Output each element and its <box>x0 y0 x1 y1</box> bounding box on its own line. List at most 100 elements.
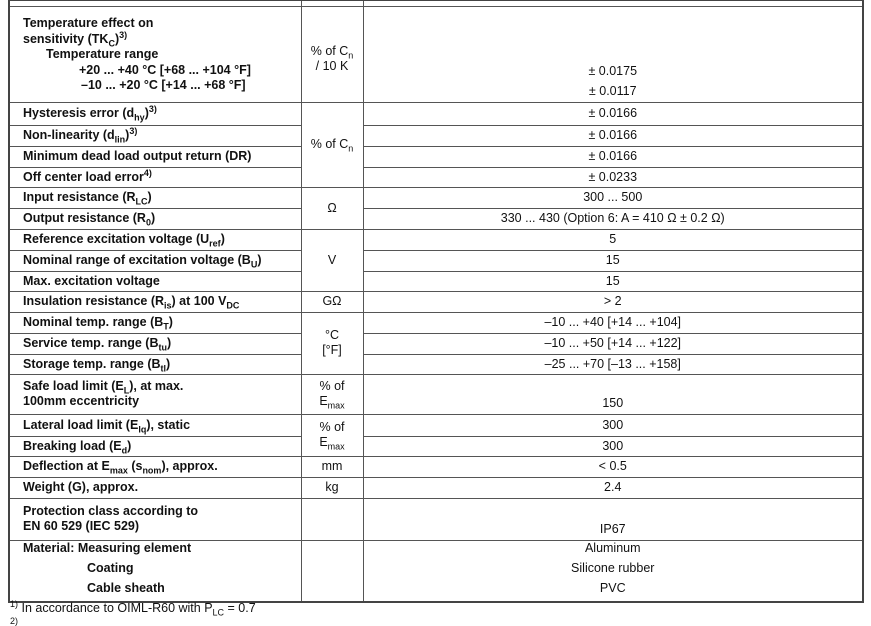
text-segment: Lateral load limit (E <box>23 417 139 432</box>
table-row: Off center load error4) ± 0.0233 <box>8 166 864 188</box>
subscript: 0 <box>145 217 151 228</box>
parameter-label: Service temp. range (Btu) <box>8 332 302 355</box>
subscript: U <box>250 259 258 270</box>
unit-cell: % of Emax <box>300 373 364 415</box>
footnote: 1) In accordance to OIML-R60 with PLC = … <box>10 599 256 618</box>
unit-cell: °C [°F] <box>300 311 364 375</box>
parameter-label: Nominal range of excitation voltage (BU) <box>8 249 302 272</box>
text-segment: E <box>319 394 328 408</box>
tk-line: Temperature effect on <box>23 16 301 32</box>
material-value: PVC <box>599 580 626 595</box>
table-row: Material: Measuring element Coating Cable … <box>8 539 864 602</box>
text-segment: Max. excitation voltage <box>23 273 160 288</box>
unit-cell: % of Cn <box>300 101 364 188</box>
text-segment: Service temp. range (B <box>23 336 159 350</box>
text-segment: 100mm eccentricity <box>23 394 140 408</box>
subscript: L <box>123 385 130 396</box>
text-segment: Temperature range <box>46 47 159 62</box>
tk-line: Temperature range <box>23 47 301 63</box>
unit-cell <box>300 497 364 541</box>
value-cell: < 0.5 <box>362 455 864 478</box>
subscript: max <box>327 441 345 452</box>
subscript: ref <box>209 238 221 249</box>
text-segment: ) <box>150 211 156 225</box>
value-cell: 300 <box>362 435 864 457</box>
text-segment: E <box>319 435 328 449</box>
text-segment: Weight (G), approx. <box>23 480 139 494</box>
parameter-label: Breaking load (Ed) <box>8 435 302 457</box>
superscript: 4) <box>143 167 152 178</box>
table-row: Breaking load (Ed) 300 <box>8 435 864 457</box>
text-segment: kg <box>325 480 339 494</box>
table-row: Nominal range of excitation voltage (BU)… <box>8 249 864 272</box>
value-cell: 15 <box>362 270 864 292</box>
subscript: lq <box>138 424 147 434</box>
parameter-label: Temperature effect on sensitivity (TKC)3)… <box>8 5 302 103</box>
parameter-label: Non-linearity (dlin)3) <box>8 124 302 147</box>
unit-cell: % of Cn/ 10 K <box>300 5 364 103</box>
tk-line: –10 ... +20 °C [+14 ... +68 °F] <box>23 78 301 94</box>
parameter-label: Minimum dead load output return (DR) <box>8 145 302 168</box>
subscript: is <box>164 300 172 311</box>
subscript: d <box>121 445 128 455</box>
text-segment: EN 60 529 (IEC 529) <box>23 519 140 533</box>
subscript: C <box>108 38 115 49</box>
text-segment: = 0.7 <box>224 601 256 615</box>
value-cell: 2.4 <box>362 476 864 499</box>
value-cell: 300 ... 500 <box>362 186 864 209</box>
text-segment: ) <box>114 31 120 46</box>
table-row: Input resistance (RLC) Ω 300 ... 500 <box>8 186 864 230</box>
parameter-label: Nominal temp. range (BT) <box>8 311 302 334</box>
text-segment: % of <box>319 379 345 393</box>
value-cell: > 2 <box>362 290 864 313</box>
text-segment: Safe load limit (E <box>23 379 124 393</box>
subscript: T <box>163 321 169 332</box>
superscript: 3) <box>119 29 128 40</box>
table-row: Lateral load limit (Elq), static% of Emax… <box>8 413 864 457</box>
value-cell: –10 ... +40 [+14 ... +104] <box>362 311 864 334</box>
value-cell: 15 <box>362 249 864 272</box>
table-row: Reference excitation voltage (Uref) V 5 <box>8 228 864 292</box>
text-segment: % of C <box>310 137 349 151</box>
table-row: Max. excitation voltage 15 <box>8 270 864 292</box>
table-row: Protection class according to EN 60 529 (… <box>8 497 864 541</box>
subscript: tl <box>160 363 167 373</box>
material-item: Coating <box>87 560 134 575</box>
text-segment: ) <box>220 232 225 246</box>
text-segment: Insulation resistance (R <box>23 294 165 308</box>
subscript: max <box>327 400 345 411</box>
parameter-label: Material: Measuring element Coating Cable … <box>8 539 302 602</box>
text-segment: (s <box>127 459 143 473</box>
text-segment: °C <box>324 328 340 342</box>
parameter-label: Reference excitation voltage (Uref) <box>8 228 302 251</box>
subscript: LC <box>212 607 225 618</box>
text-segment: Protection class according to <box>23 504 199 518</box>
unit-cell <box>300 539 364 602</box>
subscript: max <box>109 465 128 476</box>
unit-cell: mm <box>300 455 364 478</box>
unit-cell: kg <box>300 476 364 499</box>
parameter-label: Hysteresis error (dhy)3) <box>8 101 302 126</box>
footnote-clipped: 2) <box>10 616 19 626</box>
table-row: Safe load limit (EL), at max. 100mm eccen… <box>8 373 864 415</box>
text-segment: Non-linearity (d <box>23 128 115 142</box>
text-segment: sensitivity (TK <box>23 31 109 46</box>
value-cell: 330 ... 430 (Option 6: A = 410 Ω ± 0.2 Ω… <box>362 207 864 230</box>
value-cell: ± 0.0166 <box>362 145 864 168</box>
text-segment: –10 ... +20 °C [+14 ... +68 °F] <box>81 78 246 93</box>
text-segment: ) <box>144 106 149 120</box>
text-segment: V <box>327 252 337 267</box>
text-segment: ) <box>147 190 152 204</box>
text-segment: ) at 100 V <box>171 294 227 308</box>
text-segment: GΩ <box>322 294 342 308</box>
table-row: Minimum dead load output return (DR) ± 0.… <box>8 145 864 168</box>
text-segment: Minimum dead load output return (DR) <box>23 149 252 163</box>
text-segment: Nominal temp. range (B <box>23 315 164 329</box>
material-value: Aluminum <box>584 540 641 555</box>
text-segment: ) <box>125 128 130 142</box>
subscript: lin <box>114 134 126 145</box>
superscript: 3) <box>148 103 157 114</box>
text-segment: Nominal range of excitation voltage (B <box>23 253 251 267</box>
value-cell: ± 0.0175 ± 0.0117 <box>362 5 864 103</box>
text-segment: ) <box>127 438 132 453</box>
